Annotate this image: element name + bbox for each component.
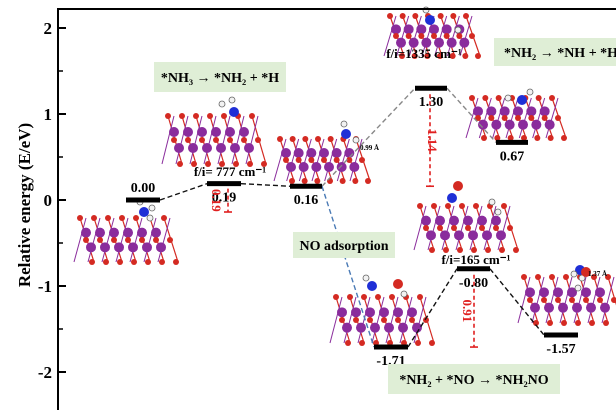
energy-value-label: 0.00 <box>131 181 156 196</box>
energy-value-label: 0.19 <box>212 191 237 206</box>
energy-value-label: -1.57 <box>546 342 575 357</box>
frequency-label: f/i= 777 cm⁻¹ <box>194 164 266 179</box>
barrier-value-label: 0.91 <box>460 300 475 323</box>
y-tick-label: 0 <box>44 191 53 210</box>
structure-image <box>383 6 481 59</box>
annotation-box-nh2no-formation <box>388 364 560 394</box>
structure-image <box>273 120 371 184</box>
energy-value-label: 0.67 <box>500 149 525 164</box>
structure-image <box>329 274 435 346</box>
structure-image <box>465 88 567 141</box>
y-tick-label: 2 <box>44 19 53 38</box>
annotation-nh2-dissociation: *NH₂ → *NH + *H <box>504 46 616 61</box>
path-connector <box>407 268 458 348</box>
structure-images <box>73 6 616 346</box>
energy-value-label: 0.16 <box>294 193 319 208</box>
annotation-nh2no-formation: *NH₂ + *NO → *NH₂NO <box>399 373 548 388</box>
y-axis: -2 -1 0 1 2 <box>38 8 616 410</box>
energy-value-label: 1.30 <box>419 95 444 110</box>
y-tick-label: -1 <box>38 277 52 296</box>
bond-length-label: 0.99 Å <box>360 144 379 152</box>
annotation-box-nh2-dissociation <box>494 38 616 66</box>
path-connector <box>321 186 375 348</box>
y-tick-label: -2 <box>38 363 52 382</box>
frequency-label: f/i=1335 cm⁻¹ <box>386 46 462 61</box>
structure-image <box>413 181 519 253</box>
path-connector <box>489 268 545 336</box>
barrier-value-label: 1.14 <box>425 129 440 152</box>
structure-image <box>73 198 179 265</box>
reaction-paths <box>159 87 545 348</box>
annotation-no-adsorption: NO adsorption <box>299 239 388 254</box>
path-connector <box>240 182 291 187</box>
annotation-box-no-adsorption <box>293 232 395 258</box>
frequency-label: f/i=165 cm⁻¹ <box>441 252 510 267</box>
energy-levels: 0.000.190.161.300.67-1.71-0.80-1.57f/i= … <box>126 46 578 369</box>
annotation-box-nh3-dissociation <box>154 62 286 92</box>
annotation-nh3-dissociation: *NH₃ → *NH₂ + *H <box>161 71 279 86</box>
path-connector <box>446 87 497 143</box>
path-connector <box>321 87 416 187</box>
structure-image <box>161 96 267 167</box>
structure-image <box>517 265 616 326</box>
y-axis-label: Relative energy (E/eV) <box>15 123 34 287</box>
barrier-value-label: 0.19 <box>209 189 224 212</box>
bond-length-label: 1.37 Å <box>588 270 607 278</box>
path-connector <box>159 182 208 201</box>
y-tick-label: 1 <box>44 105 53 124</box>
